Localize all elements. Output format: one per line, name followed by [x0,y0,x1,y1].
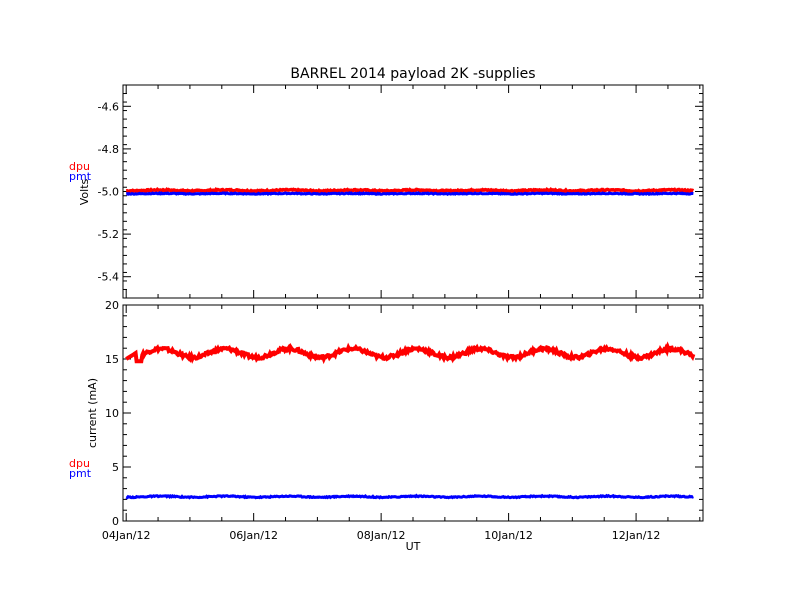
current-xlabel: UT [406,540,421,553]
chart-title: BARREL 2014 payload 2K -supplies [290,66,535,82]
ytick-label: 0 [112,515,119,528]
xtick-label: 04Jan/12 [102,529,151,542]
ytick-label: -4.8 [98,143,119,156]
voltage-xticks [125,85,701,298]
voltage-series-dpu [126,186,695,194]
current-legend-pmt: pmt [69,467,92,480]
ytick-label: -5.0 [98,186,119,199]
current-ylabel: current (mA) [86,378,99,448]
voltage-legend-dpu: dpu [69,160,90,173]
xtick-label: 12Jan/12 [612,529,661,542]
ytick-label: 20 [105,299,119,312]
voltage-panel: -4.6 -4.8 -5.0 -5.2 -5.4 Volts dpu pmt [69,84,704,299]
ytick-label: 5 [112,461,119,474]
current-series-pmt [125,493,694,500]
voltage-legend-pmt: pmt [69,170,92,183]
xtick-label: 10Jan/12 [484,529,533,542]
current-legend-dpu: dpu [69,457,90,470]
current-xticks: 04Jan/12 06Jan/12 08Jan/12 10Jan/12 12Jan/12 [102,305,701,542]
voltage-series-pmt [126,191,694,197]
voltage-ylabel: Volts [78,178,91,205]
ytick-label: -4.6 [98,100,119,113]
ytick-label: 15 [105,353,119,366]
xtick-label: 08Jan/12 [357,529,406,542]
ytick-label: -5.4 [98,271,119,284]
current-panel: 0 5 10 15 20 04Jan/12 06Jan/12 08Jan/12 10Jan/1… [69,299,704,553]
current-series-dpu [125,341,696,365]
xtick-label: 06Jan/12 [229,529,278,542]
current-yticks: 0 5 10 15 20 [105,299,703,528]
ytick-label: 10 [105,407,119,420]
ytick-label: -5.2 [98,228,119,241]
